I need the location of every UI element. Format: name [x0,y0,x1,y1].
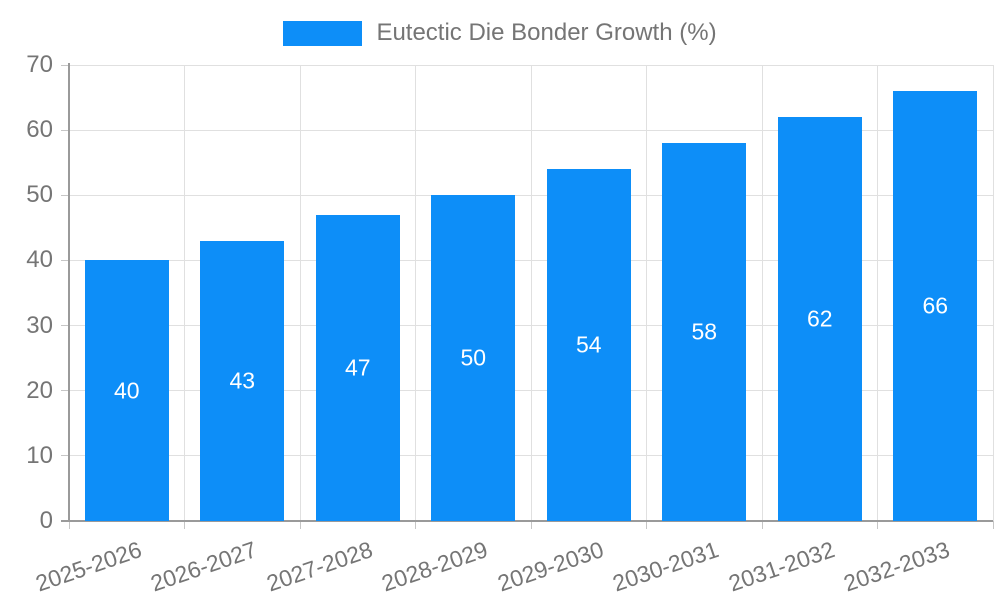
y-axis-line [68,63,70,521]
y-tick-label: 30 [26,311,53,339]
y-tick-label: 50 [26,181,53,209]
x-tick [415,521,416,529]
y-tick-label: 10 [26,441,53,469]
x-gridline [299,65,301,521]
legend-swatch-icon [283,20,363,46]
x-tick [761,521,763,529]
x-gridline [992,65,994,521]
y-tick [61,129,69,131]
y-tick-label: 60 [26,116,53,144]
bar [200,240,285,521]
bar [315,214,400,521]
bar [777,117,862,521]
x-tick [877,521,878,529]
x-tick-label: 2027-2028 [263,536,376,597]
x-tick-label: 2032-2033 [840,536,954,597]
bar [431,195,516,521]
x-tick-label: 2030-2031 [609,536,723,597]
x-tick [68,521,70,529]
x-tick [646,521,647,529]
x-tick-label: 2025-2026 [32,536,145,597]
y-tick-label: 20 [26,376,53,404]
y-tick [61,325,69,327]
bar-value-label: 50 [460,344,487,371]
x-gridline [646,65,647,521]
x-tick [184,521,185,529]
y-tick [61,64,69,66]
legend-item[interactable]: Eutectic Die Bonder Growth (%) [283,19,717,46]
y-tick [61,390,69,392]
bar-value-label: 62 [806,305,833,332]
y-tick [61,259,69,261]
y-tick [61,455,69,457]
bar [662,143,747,521]
bar [84,260,169,521]
x-gridline [761,65,763,521]
x-gridline [184,65,185,521]
bar-value-label: 54 [575,331,602,358]
bar-value-label: 47 [344,354,371,381]
x-gridline [877,65,878,521]
bar [546,169,631,521]
bar [893,91,978,521]
y-tick-label: 70 [26,51,53,78]
x-tick-label: 2029-2030 [494,536,607,597]
chart-legend: Eutectic Die Bonder Growth (%) [0,16,1000,50]
x-tick [992,521,994,529]
x-tick [299,521,301,529]
y-tick [61,194,69,196]
x-axis-line [61,520,993,522]
x-tick [530,521,532,529]
x-tick-label: 2026-2027 [147,536,261,597]
bar-value-label: 40 [113,377,140,404]
x-gridline [530,65,532,521]
y-tick-label: 0 [39,507,53,534]
bar-value-label: 58 [691,318,718,345]
legend-label: Eutectic Die Bonder Growth (%) [376,19,717,46]
x-gridline [415,65,416,521]
x-tick-label: 2031-2032 [725,536,838,597]
x-tick-label: 2028-2029 [378,536,492,597]
bar-value-label: 66 [922,292,949,319]
y-tick-label: 40 [26,246,53,274]
bar-value-label: 43 [229,367,256,394]
